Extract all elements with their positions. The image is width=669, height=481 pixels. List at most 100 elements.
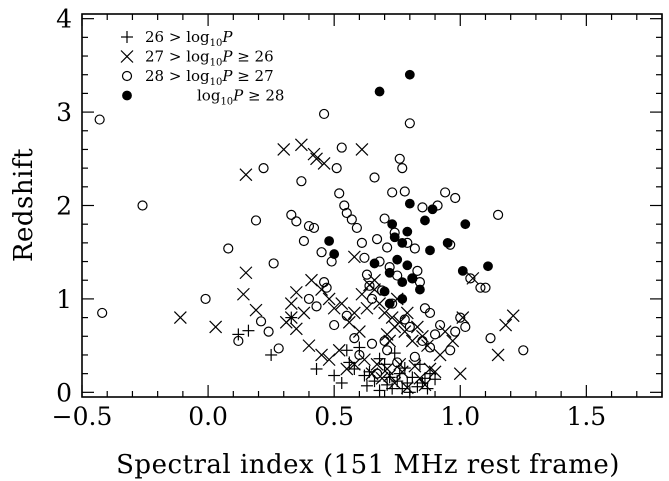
point-cross (400, 381, 414, 395)
point-filled (425, 245, 435, 256)
point-open (382, 345, 393, 356)
point-filled (379, 286, 390, 297)
point-cross (383, 369, 397, 382)
point-open (361, 269, 373, 280)
legend-entry: 27 > log10P ≥ 26 (145, 48, 274, 69)
point-filled (384, 298, 395, 309)
point-filled (404, 198, 415, 209)
point-plus (242, 324, 255, 337)
point-filled (369, 258, 380, 269)
point-open (409, 351, 420, 362)
point-cross (310, 152, 323, 166)
point-plus (398, 362, 411, 375)
point-cross (289, 285, 303, 299)
point-cross (355, 287, 369, 301)
point-plus (353, 341, 366, 354)
point-open (291, 216, 302, 227)
y-tick-label: 2 (56, 192, 72, 221)
point-filled (397, 237, 408, 248)
point-filled (397, 294, 408, 304)
point-open (371, 368, 383, 379)
point-cross (388, 376, 402, 390)
point-filled (427, 204, 438, 215)
x-axis-title: Spectral index (151 MHz rest frame) (116, 450, 620, 480)
point-plus (335, 376, 348, 389)
point-open (392, 357, 403, 368)
point-cross (347, 250, 361, 264)
point-cross (352, 325, 366, 339)
point-open (492, 209, 504, 220)
point-open (366, 293, 378, 305)
point-cross (347, 306, 361, 320)
point-open (429, 329, 441, 340)
point-filled (397, 277, 408, 288)
point-cross (499, 318, 513, 332)
point-open (334, 188, 345, 199)
point-cross (408, 359, 422, 373)
point-open (450, 326, 461, 337)
point-open (356, 237, 368, 248)
point-plus (413, 358, 426, 371)
point-open (369, 172, 380, 183)
point-open (316, 247, 327, 258)
point-cross (506, 309, 520, 323)
point-open (336, 142, 347, 153)
point-cross (302, 339, 316, 353)
point-open (371, 234, 383, 245)
point-open (399, 186, 410, 197)
point-cross (393, 357, 407, 371)
point-open (351, 222, 362, 234)
point-cross (284, 311, 298, 325)
point-cross (375, 371, 389, 385)
point-open (94, 114, 105, 125)
point-cross (173, 311, 187, 325)
point-filled (442, 237, 453, 248)
point-cross (347, 357, 361, 371)
point-open (308, 222, 320, 234)
axis-ticks (81, 14, 663, 397)
y-tick-label: 0 (56, 378, 72, 407)
point-cross (410, 320, 424, 334)
point-cross (315, 348, 328, 362)
point-filled (392, 254, 403, 265)
point-cross (491, 348, 505, 362)
point-filled (324, 236, 335, 246)
point-cross (433, 348, 447, 362)
point-cross (340, 362, 354, 376)
point-cross (418, 378, 432, 392)
point-cross (317, 157, 331, 170)
point-filled (460, 219, 471, 230)
x-tick-label: 0.0 (188, 402, 228, 431)
y-axis-title: Redshift (9, 148, 39, 262)
point-open (440, 187, 451, 198)
legend-marker-open (121, 70, 133, 82)
point-plus (373, 384, 386, 397)
point-plus (310, 362, 323, 375)
point-open (394, 153, 405, 164)
point-open (311, 301, 322, 312)
legend-marker-filled (122, 90, 132, 101)
plot-frame (81, 13, 663, 398)
point-open (364, 280, 375, 291)
point-filled (420, 215, 430, 226)
point-cross (209, 320, 223, 334)
legend-entry: log10P ≥ 28 (197, 87, 284, 108)
point-cross (405, 334, 419, 348)
point-open (331, 163, 342, 174)
point-open (341, 207, 352, 219)
point-open (273, 343, 284, 354)
point-open (318, 108, 330, 120)
x-tick-label: 0.5 (314, 402, 354, 431)
point-cross (453, 367, 467, 381)
point-cross (277, 143, 291, 156)
point-cross (385, 311, 399, 325)
y-tick-label: 1 (56, 285, 72, 314)
point-open (321, 282, 332, 293)
point-open (460, 321, 471, 333)
data-points (94, 69, 529, 399)
point-open (346, 214, 357, 225)
point-cross (370, 357, 384, 371)
point-open (417, 335, 428, 347)
point-filled (389, 232, 400, 243)
